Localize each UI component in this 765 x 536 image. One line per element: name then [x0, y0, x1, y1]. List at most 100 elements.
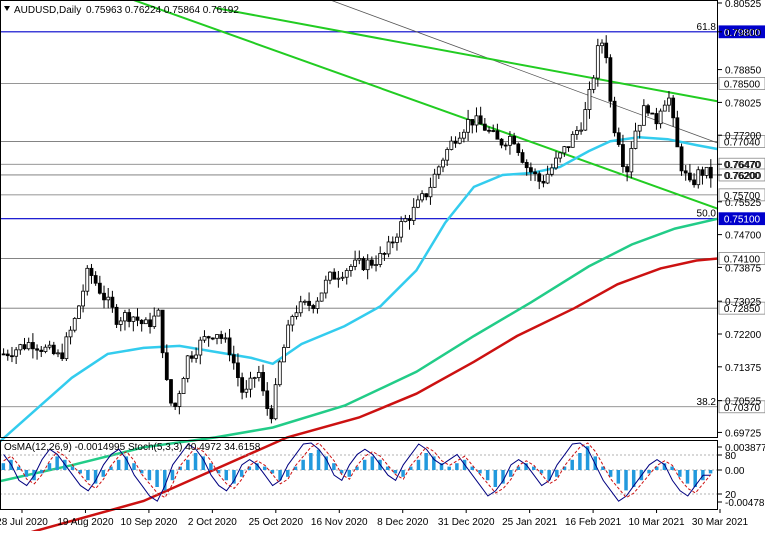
osma-bar — [601, 466, 605, 470]
candle-body — [315, 300, 320, 309]
candle-body — [365, 259, 370, 271]
candle-body — [449, 140, 454, 150]
osma-bar — [501, 470, 505, 484]
candle-body — [231, 354, 236, 364]
osma-bar — [478, 470, 482, 474]
osma-bar — [670, 466, 674, 470]
osma-bar — [424, 453, 428, 470]
osma-bar — [409, 466, 413, 470]
candle-body — [97, 282, 102, 294]
candle-body — [265, 390, 270, 409]
candle-body — [378, 253, 383, 265]
trendlines — [130, 0, 719, 210]
price-tick-label: 0.78025 — [725, 98, 762, 109]
osma-bar — [239, 470, 244, 477]
osma-bar — [647, 470, 651, 474]
candle-body — [340, 276, 345, 279]
candle-body — [89, 267, 94, 276]
price-tick-label: 0.76200 — [725, 171, 762, 182]
candle-body — [139, 319, 144, 325]
stoch-main-line — [3, 442, 711, 502]
candle-body — [77, 305, 81, 319]
candle-body — [5, 353, 10, 357]
osma-bar — [78, 470, 82, 474]
candle-body — [524, 162, 529, 169]
osma-bar — [47, 463, 52, 470]
candle-body — [470, 119, 475, 126]
stoch-signal-line — [3, 442, 712, 499]
osma-bar — [447, 466, 451, 470]
osma-bar — [16, 466, 21, 470]
osma-bar — [270, 470, 275, 474]
candle-body — [202, 336, 207, 341]
candle-body — [654, 113, 659, 125]
osma-bar — [355, 466, 359, 470]
date-tick-label: 8 Dec 2020 — [377, 517, 429, 528]
candle-body — [662, 104, 667, 112]
collapse-triangle-icon[interactable] — [4, 6, 10, 11]
osma-bar — [401, 470, 405, 477]
osma-bar — [193, 453, 198, 470]
osma-bar — [439, 463, 444, 470]
osma-bar — [324, 456, 328, 470]
level-price-tag-text: 0.78500 — [724, 80, 761, 91]
candle-body — [51, 344, 56, 355]
candle-body — [667, 97, 671, 106]
candle-body — [503, 144, 508, 147]
candle-body — [328, 271, 332, 281]
candle-body — [466, 119, 471, 133]
price-tick-label: 0.80525 — [725, 0, 762, 10]
candle-body — [85, 267, 90, 292]
oscillator-panel: 0.003877480 0.00 20-0.0047828 — [0, 442, 765, 509]
candle-body — [60, 352, 65, 360]
candle-body — [181, 378, 186, 394]
osma-bar — [209, 463, 213, 470]
osma-bar — [432, 456, 436, 470]
osma-bar — [201, 456, 205, 470]
osma-bar — [124, 456, 129, 470]
candle-body — [64, 336, 69, 360]
candle-body — [198, 339, 203, 356]
osma-bar — [347, 470, 352, 477]
candle-body — [386, 241, 391, 255]
osma-bar — [178, 466, 182, 470]
gray-trendline — [330, 0, 719, 144]
candle-body — [700, 169, 705, 176]
candle-body — [474, 115, 479, 126]
candle-body — [68, 329, 73, 338]
candle-body — [600, 42, 604, 47]
date-tick-label: 16 Feb 2021 — [565, 517, 622, 528]
candle-body — [587, 89, 592, 110]
osc-tick-label: -0.0047828 — [725, 498, 765, 509]
osma-bar — [485, 470, 490, 481]
candle-body — [361, 258, 366, 271]
candle-body — [369, 259, 374, 266]
fib-level-label: 50.0 — [697, 209, 717, 220]
candle-body — [549, 167, 554, 175]
candle-body — [156, 309, 161, 317]
candle-body — [252, 377, 257, 379]
candle-body — [10, 355, 14, 358]
candle-body — [390, 241, 395, 244]
price-tick-label: 0.69725 — [725, 428, 762, 439]
price-tick-label: 0.75525 — [725, 198, 762, 209]
candle-body — [282, 347, 286, 363]
symbol-label: AUDUSD,Daily — [14, 5, 81, 16]
osma-bar — [685, 470, 690, 484]
candle-body — [240, 377, 245, 393]
candle-body — [403, 218, 408, 222]
candle-body — [516, 143, 521, 153]
osma-bar — [393, 470, 398, 474]
candle-body — [236, 362, 240, 379]
candle-body — [227, 337, 232, 356]
candle-body — [562, 146, 567, 154]
candle-body — [56, 352, 60, 355]
candle-body — [223, 337, 228, 340]
candle-body — [1, 353, 6, 356]
candle-body — [432, 173, 437, 188]
osma-bar — [70, 466, 75, 470]
candle-body — [453, 140, 458, 144]
osma-bar — [385, 466, 390, 470]
